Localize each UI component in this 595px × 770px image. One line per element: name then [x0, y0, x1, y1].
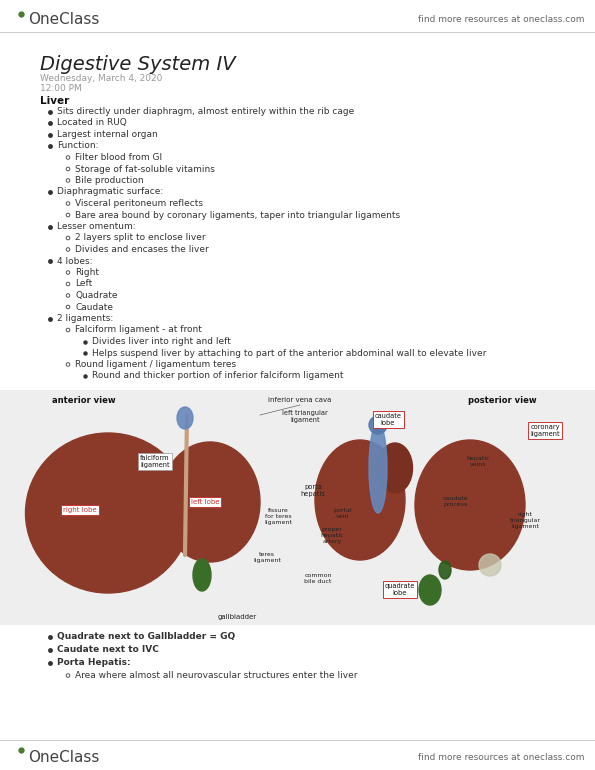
Text: Round and thicker portion of inferior falciform ligament: Round and thicker portion of inferior fa…	[92, 371, 343, 380]
Text: proper
hepatic
artery: proper hepatic artery	[320, 527, 344, 544]
Ellipse shape	[193, 559, 211, 591]
Text: OneClass: OneClass	[28, 12, 99, 28]
Text: Filter blood from GI: Filter blood from GI	[75, 153, 162, 162]
Text: Divides liver into right and left: Divides liver into right and left	[92, 337, 231, 346]
Text: fissure
for teres
ligament: fissure for teres ligament	[264, 508, 292, 524]
Text: teres
ligament: teres ligament	[253, 552, 281, 563]
Text: left lobe: left lobe	[191, 499, 219, 505]
Text: Left: Left	[75, 280, 92, 289]
Text: Sits directly under diaphragm, almost entirely within the rib cage: Sits directly under diaphragm, almost en…	[57, 107, 354, 116]
Text: Caudate next to IVC: Caudate next to IVC	[57, 645, 159, 654]
Text: Caudate: Caudate	[75, 303, 113, 312]
Text: Visceral peritoneum reflects: Visceral peritoneum reflects	[75, 199, 203, 208]
Text: quadrate
lobe: quadrate lobe	[385, 583, 415, 596]
Ellipse shape	[160, 442, 260, 562]
Text: find more resources at oneclass.com: find more resources at oneclass.com	[418, 15, 585, 25]
Ellipse shape	[177, 407, 193, 429]
Text: hepatic
veins: hepatic veins	[466, 456, 490, 467]
FancyBboxPatch shape	[0, 390, 595, 625]
Text: 12:00 PM: 12:00 PM	[40, 84, 82, 93]
Text: Round ligament / ligamentum teres: Round ligament / ligamentum teres	[75, 360, 236, 369]
Ellipse shape	[479, 554, 501, 576]
Text: Quadrate next to Gallbladder = GQ: Quadrate next to Gallbladder = GQ	[57, 632, 235, 641]
Text: Largest internal organ: Largest internal organ	[57, 130, 158, 139]
Text: 4 lobes:: 4 lobes:	[57, 256, 92, 266]
Text: left triangular
ligament: left triangular ligament	[282, 410, 328, 423]
Text: coronary
ligament: coronary ligament	[530, 424, 560, 437]
Ellipse shape	[369, 416, 387, 434]
Ellipse shape	[415, 440, 525, 570]
Text: Porta Hepatis:: Porta Hepatis:	[57, 658, 131, 667]
Text: portal
vein: portal vein	[334, 508, 352, 519]
Text: Right: Right	[75, 268, 99, 277]
Text: anterior view: anterior view	[52, 396, 115, 405]
Text: 2 layers split to enclose liver: 2 layers split to enclose liver	[75, 233, 206, 243]
Text: 2 ligaments:: 2 ligaments:	[57, 314, 113, 323]
Text: Diaphragmatic surface:: Diaphragmatic surface:	[57, 188, 163, 196]
Ellipse shape	[439, 561, 451, 579]
Text: right
triangular
ligament: right triangular ligament	[509, 512, 540, 528]
Text: caudate
lobe: caudate lobe	[374, 413, 402, 426]
Text: Quadrate: Quadrate	[75, 291, 117, 300]
Text: gallbladder: gallbladder	[217, 614, 256, 620]
Ellipse shape	[369, 423, 387, 513]
Text: OneClass: OneClass	[28, 749, 99, 765]
Text: right lobe: right lobe	[63, 507, 97, 513]
Text: common
bile duct: common bile duct	[304, 573, 332, 584]
Text: Divides and encases the liver: Divides and encases the liver	[75, 245, 209, 254]
Text: caudate
process: caudate process	[442, 496, 468, 507]
Text: Area where almost all neurovascular structures enter the liver: Area where almost all neurovascular stru…	[75, 671, 358, 680]
Text: Wednesday, March 4, 2020: Wednesday, March 4, 2020	[40, 74, 162, 83]
Ellipse shape	[26, 433, 190, 593]
Text: Falciform ligament - at front: Falciform ligament - at front	[75, 326, 202, 334]
Text: Located in RUQ: Located in RUQ	[57, 119, 127, 128]
Text: inferior vena cava: inferior vena cava	[268, 397, 331, 403]
Text: Digestive System IV: Digestive System IV	[40, 55, 236, 74]
Ellipse shape	[315, 440, 405, 560]
Text: posterior view: posterior view	[468, 396, 537, 405]
Text: Liver: Liver	[40, 96, 69, 106]
Text: Bare area bound by coronary ligaments, taper into triangular ligaments: Bare area bound by coronary ligaments, t…	[75, 210, 400, 219]
Text: porta
hepatis: porta hepatis	[300, 484, 325, 497]
Text: Storage of fat-soluble vitamins: Storage of fat-soluble vitamins	[75, 165, 215, 173]
Ellipse shape	[377, 443, 412, 493]
Text: Helps suspend liver by attaching to part of the anterior abdominal wall to eleva: Helps suspend liver by attaching to part…	[92, 349, 486, 357]
Text: find more resources at oneclass.com: find more resources at oneclass.com	[418, 752, 585, 762]
Text: Function:: Function:	[57, 142, 99, 150]
Ellipse shape	[419, 575, 441, 605]
Text: Lesser omentum:: Lesser omentum:	[57, 222, 136, 231]
Text: Bile production: Bile production	[75, 176, 143, 185]
Text: falciform
ligament: falciform ligament	[140, 455, 170, 468]
